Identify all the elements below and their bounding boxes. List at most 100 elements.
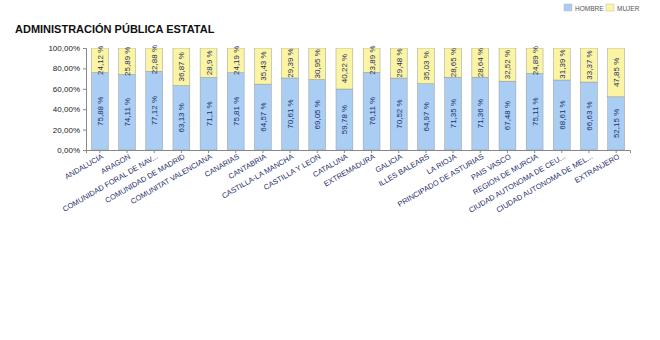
bar — [581, 48, 598, 82]
data-label: 35,03 % — [422, 51, 431, 80]
data-label: 29,48 % — [395, 48, 404, 77]
data-label: 22,88 % — [150, 45, 159, 74]
data-label: 76,11 % — [368, 97, 377, 126]
bar — [282, 48, 299, 78]
data-label: 24,89 % — [531, 46, 540, 75]
bar — [282, 78, 299, 150]
tick-label: ILLES BALEARS — [377, 152, 431, 188]
tick: 100,00% — [48, 44, 86, 53]
legend-swatch — [564, 4, 572, 11]
data-label: 35,43 % — [259, 51, 268, 80]
legend-item: MUJER — [606, 4, 640, 12]
axis-line — [87, 151, 631, 154]
bar — [553, 48, 570, 80]
tick-mark — [83, 48, 86, 49]
data-label: 36,87 % — [177, 52, 186, 81]
bar — [445, 77, 462, 150]
y-axis: 0,00%20,00%40,00%60,00%80,00%100,00% — [48, 44, 86, 155]
legend-label: HOMBRE — [575, 5, 604, 12]
bar — [472, 48, 489, 77]
data-label: 70,61 % — [286, 99, 295, 128]
bar — [336, 89, 353, 150]
tick-label: EXTRANJERO — [573, 152, 621, 185]
bar — [309, 48, 326, 80]
tick: 20,00% — [53, 126, 86, 135]
bar — [608, 48, 625, 97]
data-label: 47,85 % — [612, 58, 621, 87]
legend: HOMBRE MUJER — [564, 4, 640, 12]
tick-label: 100,00% — [48, 44, 80, 53]
tick: EXTRANJERO — [573, 150, 621, 185]
bar — [173, 48, 190, 86]
data-label: 74,11 % — [123, 98, 132, 127]
legend-swatch — [606, 4, 614, 11]
tick: ILLES BALEARS — [377, 150, 431, 188]
x-axis: ANDALUCIAARAGONCOMUNIDAD FORAL DE NAV...… — [61, 150, 630, 215]
legend-label: MUJER — [617, 5, 640, 12]
data-label: 63,13 % — [177, 103, 186, 132]
data-label: 29,39 % — [286, 48, 295, 77]
tick-label: EXTREMADURA — [322, 152, 376, 189]
data-label: 67,48 % — [503, 101, 512, 130]
bar — [91, 73, 108, 150]
tick-label: 60,00% — [53, 85, 80, 94]
data-label: 71,36 % — [476, 99, 485, 128]
legend-item: HOMBRE — [564, 4, 604, 12]
data-label: 28,64 % — [476, 48, 485, 77]
data-label: 25,89 % — [123, 47, 132, 76]
bars — [91, 48, 624, 150]
data-label: 23,89 % — [368, 46, 377, 75]
data-label: 31,39 % — [558, 49, 567, 78]
chart: ADMINISTRACIÓN PÚBLICA ESTATAL 75,88 % 74,… — [0, 0, 660, 340]
tick: 80,00% — [53, 64, 86, 73]
tick-label: 80,00% — [53, 64, 80, 73]
tick-mark — [83, 109, 86, 110]
bar — [390, 78, 407, 150]
bar — [499, 48, 516, 81]
tick-label: COMUNITAT VALENCIANA — [129, 152, 213, 206]
bar — [363, 72, 380, 150]
tick: COMUNITAT VALENCIANA — [129, 150, 213, 206]
bar — [390, 48, 407, 78]
data-label: 71,35 % — [449, 99, 458, 128]
data-label: 24,19 % — [232, 46, 241, 75]
tick-mark — [83, 68, 86, 69]
data-label: 75,88 % — [96, 97, 105, 126]
tick-label: PRINCIPADO DE ASTURIAS — [396, 152, 485, 209]
bar — [119, 74, 136, 150]
tick-label: ANDALUCIA — [63, 152, 105, 181]
data-label: 69,05 % — [313, 100, 322, 129]
data-labels: 75,88 %74,11 %77,12 %63,13 %71,1 %75,81 … — [96, 45, 621, 138]
bar — [254, 84, 271, 150]
bar — [581, 82, 598, 150]
bar — [472, 77, 489, 150]
bar — [227, 73, 244, 150]
bar — [200, 77, 217, 150]
axis-line — [83, 49, 87, 151]
data-label: 40,22 % — [340, 54, 349, 83]
data-label: 75,11 % — [531, 97, 540, 126]
tick-mark — [83, 89, 86, 90]
tick-label: 0,00% — [57, 146, 80, 155]
data-label: 30,95 % — [313, 49, 322, 78]
bar — [418, 48, 435, 84]
data-label: 70,52 % — [395, 99, 404, 128]
bar — [445, 48, 462, 77]
data-label: 33,37 % — [585, 50, 594, 79]
bar — [499, 81, 516, 150]
data-label: 28,65 % — [449, 48, 458, 77]
data-label: 77,12 % — [150, 96, 159, 125]
tick-label: 20,00% — [53, 126, 80, 135]
data-label: 71,1 % — [205, 101, 214, 126]
data-label: 66,63 % — [585, 101, 594, 130]
tick: EXTREMADURA — [322, 150, 376, 188]
bar — [336, 48, 353, 89]
data-label: 59,78 % — [340, 105, 349, 134]
bar — [309, 80, 326, 150]
bar — [553, 80, 570, 150]
data-label: 64,57 % — [259, 102, 268, 131]
tick: 0,00% — [57, 146, 86, 155]
title: ADMINISTRACIÓN PÚBLICA ESTATAL — [15, 23, 215, 35]
data-label: 52,15 % — [612, 109, 621, 138]
bar — [526, 73, 543, 150]
